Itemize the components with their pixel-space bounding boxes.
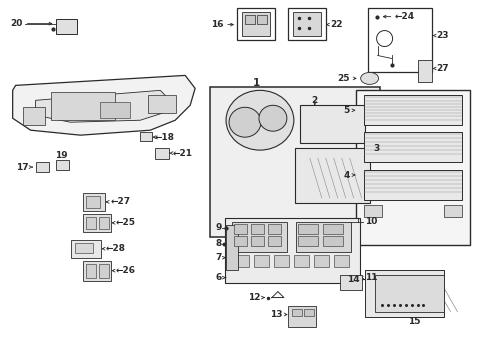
Bar: [363, 132, 462, 162]
Text: 4: 4: [343, 171, 349, 180]
Text: 14: 14: [346, 275, 359, 284]
Bar: [339, 275, 361, 289]
Bar: [242, 12, 269, 36]
Text: 17: 17: [16, 163, 29, 172]
Bar: [287, 306, 315, 328]
Text: 1: 1: [252, 78, 260, 88]
Bar: [86, 217, 96, 229]
Bar: [333, 255, 348, 267]
Bar: [237, 8, 274, 40]
Bar: [297, 224, 317, 234]
Text: 15: 15: [407, 317, 420, 326]
Bar: [363, 205, 381, 217]
Text: ←21: ←21: [172, 149, 192, 158]
Text: ←18: ←18: [154, 133, 174, 142]
Bar: [250, 236, 264, 246]
Bar: [83, 193, 105, 211]
Text: ←27: ←27: [110, 197, 130, 206]
Bar: [232, 222, 286, 252]
Bar: [303, 309, 313, 316]
Bar: [71, 240, 101, 258]
Bar: [86, 264, 96, 278]
Bar: [22, 107, 44, 125]
Text: 22: 22: [329, 20, 342, 29]
Bar: [250, 224, 264, 234]
Text: 2: 2: [311, 96, 317, 105]
Bar: [295, 222, 350, 252]
Text: 27: 27: [436, 64, 448, 73]
Text: 7: 7: [215, 253, 222, 262]
Bar: [322, 224, 342, 234]
Text: 10: 10: [364, 217, 376, 226]
Bar: [444, 205, 462, 217]
Bar: [363, 170, 462, 200]
Bar: [234, 255, 248, 267]
Bar: [364, 270, 444, 318]
Bar: [355, 90, 469, 245]
Text: 6: 6: [215, 273, 222, 282]
Text: ←24: ←24: [394, 12, 414, 21]
Bar: [86, 196, 100, 208]
Bar: [224, 218, 359, 283]
Bar: [294, 148, 369, 203]
Bar: [50, 92, 115, 120]
Bar: [367, 8, 431, 72]
Text: 13: 13: [270, 310, 283, 319]
Bar: [287, 8, 325, 40]
Text: 12: 12: [248, 293, 261, 302]
Ellipse shape: [228, 107, 261, 137]
Bar: [253, 255, 268, 267]
Text: ←28: ←28: [105, 244, 125, 253]
Bar: [363, 95, 462, 125]
Ellipse shape: [259, 105, 286, 131]
Bar: [313, 255, 328, 267]
Ellipse shape: [225, 90, 293, 150]
Text: 11: 11: [364, 273, 376, 282]
Bar: [292, 12, 320, 36]
Bar: [244, 15, 254, 24]
Ellipse shape: [360, 72, 378, 84]
Text: 19: 19: [55, 150, 68, 159]
Bar: [267, 236, 280, 246]
Bar: [293, 255, 308, 267]
Bar: [234, 224, 246, 234]
Text: 9: 9: [215, 223, 222, 232]
Text: 8: 8: [215, 239, 222, 248]
Bar: [36, 162, 48, 172]
Bar: [291, 309, 301, 316]
Polygon shape: [13, 75, 195, 135]
Text: 23: 23: [436, 31, 448, 40]
Bar: [267, 224, 280, 234]
Bar: [75, 243, 93, 253]
Bar: [256, 15, 266, 24]
Bar: [140, 132, 152, 141]
Text: 20: 20: [10, 19, 22, 28]
Bar: [417, 60, 431, 82]
Bar: [155, 148, 169, 159]
Bar: [83, 261, 111, 280]
Text: 3: 3: [373, 144, 379, 153]
Bar: [148, 95, 176, 113]
Bar: [322, 236, 342, 246]
Text: 5: 5: [343, 106, 349, 115]
Text: ←26: ←26: [115, 266, 135, 275]
Bar: [225, 225, 238, 270]
Bar: [100, 102, 130, 118]
Bar: [99, 217, 109, 229]
Bar: [83, 214, 111, 232]
Bar: [99, 264, 109, 278]
Bar: [234, 236, 246, 246]
Bar: [210, 87, 379, 237]
Text: ←25: ←25: [115, 218, 135, 227]
Bar: [374, 275, 444, 312]
Polygon shape: [36, 90, 170, 122]
Bar: [297, 236, 317, 246]
Text: 25: 25: [337, 74, 349, 83]
Text: 16: 16: [210, 20, 223, 29]
Bar: [273, 255, 288, 267]
Bar: [56, 19, 77, 33]
Bar: [56, 160, 68, 170]
Bar: [299, 105, 364, 143]
